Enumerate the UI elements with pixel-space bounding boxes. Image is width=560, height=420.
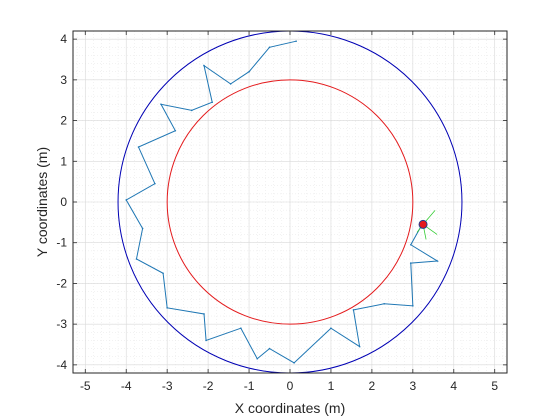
trajectory-point	[162, 272, 164, 275]
y-tick-label: -3	[56, 317, 67, 331]
y-tick-label: 2	[60, 114, 67, 128]
y-tick-labels: -4 -3 -2 -1 0 1 2 3 4	[56, 32, 67, 372]
x-tick-label: 1	[328, 379, 335, 393]
x-tick-label: 2	[369, 379, 376, 393]
trajectory-point	[358, 345, 361, 348]
tick-marks	[73, 31, 507, 373]
robot-marker	[418, 219, 428, 229]
trajectory-point	[166, 307, 168, 309]
trajectory-point	[203, 64, 205, 67]
trajectory-point	[248, 70, 250, 73]
trajectory-point	[256, 357, 259, 360]
trajectory-point	[412, 305, 414, 307]
trajectory-point	[409, 243, 412, 246]
x-tick-label: -4	[121, 379, 132, 393]
x-tick-label: 3	[409, 379, 416, 393]
trajectory-point	[293, 362, 295, 364]
trajectory-point	[330, 327, 332, 330]
trajectory-point	[174, 129, 177, 132]
x-tick-label: -5	[80, 379, 91, 393]
y-tick-label: -1	[56, 236, 67, 250]
trajectory-point	[436, 260, 439, 262]
x-tick-labels: -5 -4 -3 -2 -1 0 1 2 3 4 5	[80, 379, 498, 393]
trajectory-point	[211, 101, 214, 104]
x-tick-label: -2	[203, 379, 214, 393]
trajectory-point	[409, 262, 412, 264]
y-tick-label: -2	[56, 276, 67, 290]
trajectory-point	[268, 46, 271, 49]
trajectory-point	[229, 83, 232, 85]
trajectory-point	[203, 313, 205, 315]
y-tick-label: 0	[60, 195, 67, 209]
y-tick-label: -4	[56, 358, 67, 372]
boundary-circle	[166, 79, 414, 325]
trajectory-point	[141, 227, 144, 230]
trajectory-point	[240, 327, 242, 330]
trajectory-point	[352, 309, 355, 311]
x-tick-label: 0	[287, 379, 294, 393]
trajectory-point	[135, 258, 138, 260]
trajectory-point	[125, 199, 128, 201]
x-axis-label: X coordinates (m)	[235, 400, 345, 416]
trajectory-point	[160, 103, 162, 106]
major-grid	[73, 31, 507, 373]
y-tick-label: 3	[60, 73, 67, 87]
trajectory-point	[295, 40, 297, 42]
x-tick-label: 5	[491, 379, 498, 393]
trajectory-point	[190, 109, 193, 112]
trajectory-point	[137, 146, 140, 148]
y-axis-label: Y coordinates (m)	[34, 147, 50, 257]
x-tick-label: 4	[450, 379, 457, 393]
trajectory-point	[154, 182, 156, 185]
y-tick-label: 4	[60, 32, 67, 46]
y-tick-label: 1	[60, 154, 67, 168]
trajectory-point	[268, 347, 271, 350]
trajectory-point	[205, 339, 207, 342]
x-tick-label: -1	[244, 379, 255, 393]
x-tick-label: -3	[162, 379, 173, 393]
trajectory-point	[383, 302, 385, 305]
